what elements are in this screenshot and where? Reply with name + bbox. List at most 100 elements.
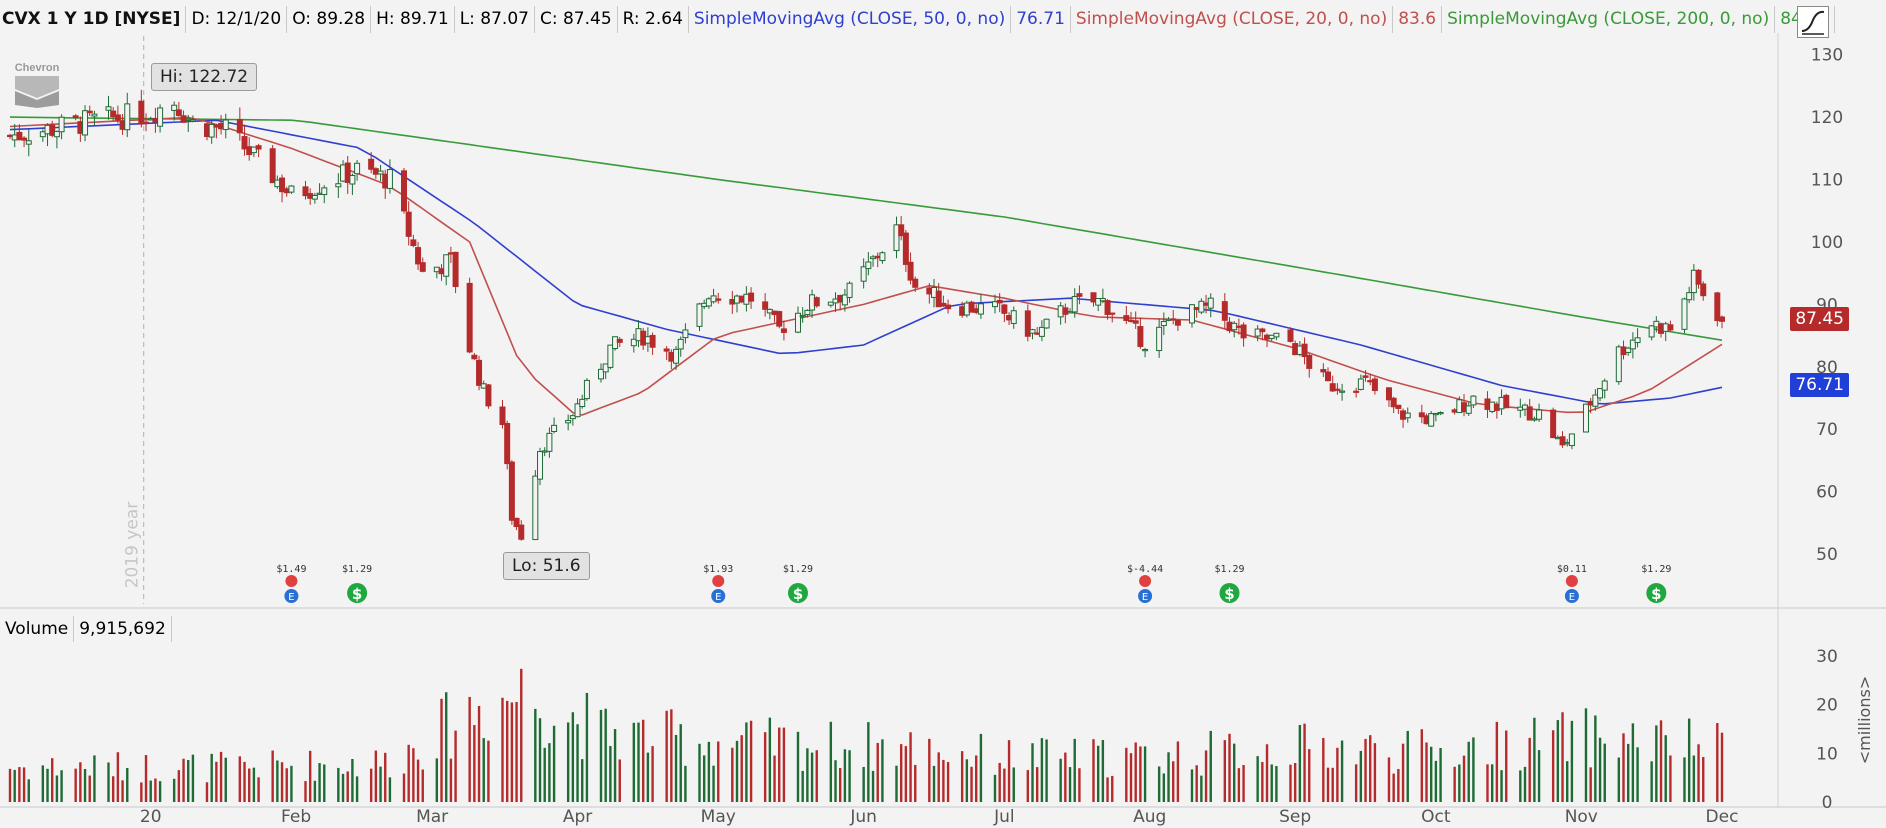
candle-body: [443, 254, 450, 277]
candle-body: [405, 211, 412, 237]
volume-unit-label: <millions>: [1855, 676, 1874, 764]
candle-body: [569, 415, 576, 420]
candle-body: [175, 109, 182, 117]
volume-bar: [1669, 755, 1672, 802]
candle-body: [236, 119, 243, 134]
drawing-tool-icon[interactable]: [1797, 6, 1829, 38]
volume-bar: [1556, 720, 1560, 802]
volume-bar: [1439, 748, 1442, 802]
last-price-tag: 87.45: [1790, 307, 1849, 331]
volume-bar: [1570, 720, 1574, 802]
earnings-icon[interactable]: [284, 589, 299, 603]
earnings-surprise-icon[interactable]: [1565, 575, 1578, 587]
candle-body: [171, 104, 178, 111]
volume-bar: [1636, 747, 1639, 802]
earnings-surprise-icon[interactable]: [712, 575, 725, 587]
dividend-icon[interactable]: [1646, 583, 1667, 603]
volume-bar: [505, 700, 509, 802]
volume-bar: [646, 752, 650, 802]
dividend-symbol: $: [1651, 585, 1661, 603]
candle-body: [1132, 320, 1139, 324]
volume-header: Volume 9,915,692: [0, 616, 172, 642]
volume-bar: [280, 762, 284, 802]
candle-body: [1170, 318, 1177, 321]
candle-body: [504, 422, 511, 465]
candle-body: [368, 158, 375, 170]
volume-bar: [144, 755, 148, 802]
volume-bar: [914, 764, 917, 802]
volume-label[interactable]: Volume: [0, 616, 75, 642]
dividend-icon[interactable]: [347, 583, 368, 603]
candle-body: [410, 239, 417, 247]
volume-bar: [1617, 757, 1621, 802]
volume-bar: [1167, 752, 1170, 802]
candle-body: [1024, 310, 1031, 337]
chevron-logo-icon: [15, 76, 59, 108]
time-tick-label: Jul: [993, 807, 1015, 827]
candle-body: [114, 114, 121, 121]
sma200-study-label[interactable]: SimpleMovingAvg (CLOSE, 200, 0, no): [1442, 6, 1776, 33]
candle-body: [400, 170, 407, 212]
year-marker-label: 2019 year: [123, 502, 143, 589]
earnings-surprise-icon[interactable]: [285, 575, 298, 587]
volume-bar: [116, 752, 120, 802]
volume-bar: [407, 744, 410, 802]
candle-body: [241, 136, 248, 150]
volume-bar: [224, 757, 227, 802]
volume-bar: [191, 754, 195, 802]
volume-bar: [1331, 767, 1334, 802]
volume-bar: [717, 741, 720, 802]
candle-body: [1428, 413, 1435, 427]
volume-bar: [1026, 770, 1030, 802]
dividend-icon[interactable]: [787, 583, 808, 603]
candle-body: [1240, 324, 1247, 339]
candle-body: [513, 517, 520, 528]
volume-bar: [107, 762, 110, 802]
volume-bar: [1172, 761, 1175, 802]
volume-bar: [140, 782, 143, 802]
volume-bar: [1650, 761, 1653, 802]
volume-bar: [1134, 742, 1137, 802]
volume-bar: [384, 752, 387, 802]
candle-body: [630, 338, 637, 347]
candle-body: [762, 301, 769, 310]
candle-body: [935, 290, 942, 308]
candle-body: [1648, 325, 1655, 338]
volume-bar: [1406, 730, 1409, 802]
volume-bar: [1659, 720, 1663, 802]
sma20-study-label[interactable]: SimpleMovingAvg (CLOSE, 20, 0, no): [1070, 6, 1394, 33]
volume-bar: [1036, 767, 1039, 802]
volume-bar: [740, 735, 743, 802]
volume-bar: [435, 758, 439, 802]
volume-bar: [215, 761, 218, 802]
volume-bar: [477, 705, 481, 802]
volume-bar: [388, 777, 392, 802]
candle-body: [157, 107, 164, 127]
candle-body: [1470, 395, 1477, 406]
candle-body: [827, 301, 834, 306]
sma50-study-label[interactable]: SimpleMovingAvg (CLOSE, 50, 0, no): [688, 6, 1012, 33]
earnings-amount-label: $1.93: [703, 564, 733, 575]
candle-body: [21, 137, 28, 141]
ticker-label[interactable]: CVX 1 Y 1D [NYSE]: [0, 6, 187, 33]
earnings-icon[interactable]: [711, 589, 726, 603]
volume-bar: [1631, 723, 1635, 802]
candle-body: [189, 119, 196, 122]
volume-bar: [402, 773, 406, 802]
earnings-icon[interactable]: [1138, 589, 1153, 603]
earnings-surprise-icon[interactable]: [1139, 575, 1152, 587]
dividend-icon[interactable]: [1219, 583, 1240, 603]
candle-body: [1404, 412, 1411, 419]
volume-bar: [679, 724, 682, 802]
volume-bar: [515, 701, 518, 802]
volume-bar: [1111, 775, 1114, 802]
volume-bar: [796, 731, 800, 802]
candle-body: [865, 261, 872, 270]
volume-bar: [1397, 769, 1400, 802]
volume-bar: [665, 710, 668, 802]
volume-bar: [210, 753, 213, 802]
volume-bar: [1716, 723, 1719, 802]
volume-bar: [468, 696, 471, 802]
earnings-icon[interactable]: [1564, 589, 1579, 603]
volume-bar: [1303, 723, 1306, 802]
